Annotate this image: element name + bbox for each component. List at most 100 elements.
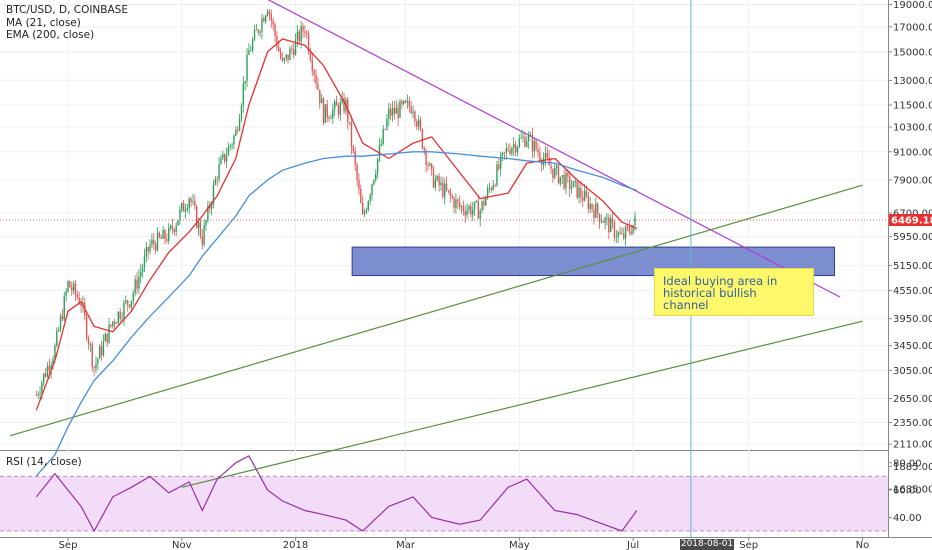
candle-body-122 [263,18,265,22]
price-tick-label-20: 1685.00 [893,485,932,496]
candle-body-262 [524,136,526,147]
candle-body-156 [326,104,328,118]
candle-body-139 [294,39,297,56]
candle-body-300 [595,203,597,218]
time-tick-label-1: Nov [172,540,192,550]
candle-body-40 [110,324,112,326]
candle-body-77 [179,209,181,221]
candle-body-195 [399,101,401,118]
candle-body-30 [91,344,93,367]
ema-legend[interactable]: EMA (200, close) [6,29,95,41]
annotation-box[interactable]: Ideal buying area in historical bullish … [654,268,814,316]
candle-body-214 [434,180,437,188]
rsi-legend[interactable]: RSI (14, close) [6,456,82,468]
candle-body-274 [546,153,549,158]
candle-body-306 [606,217,608,219]
price-pane[interactable] [0,0,888,450]
candle-body-308 [610,218,612,233]
candle-body-83 [190,198,192,203]
candle-body-192 [393,107,396,114]
candle-body-107 [235,130,237,136]
candle-body-256 [513,144,515,149]
ma-legend[interactable]: MA (21, close) [6,17,81,29]
candle-body-100 [222,153,224,159]
candle-body-79 [182,203,185,212]
candle-body-287 [570,187,573,190]
candle-body-90 [203,225,205,245]
candle-body-6 [46,366,49,377]
price-tick-label-12: 4550.00 [893,286,932,297]
candle-body-251 [503,152,506,154]
trendlines[interactable] [10,0,863,488]
candle-body-28 [87,338,90,345]
candle-body-246 [494,185,496,187]
candle-body-186 [382,129,384,144]
candle-body-63 [153,239,155,245]
candle-body-268 [535,140,537,150]
candle-body-71 [168,227,170,241]
candle-body-189 [388,108,390,119]
candle-body-120 [259,31,261,33]
candle-body-135 [287,54,289,60]
rsi-band-fill [0,476,888,531]
candle-body-160 [333,101,336,109]
candle-body-234 [472,209,474,215]
candle-body-281 [559,176,562,184]
candle-body-91 [205,220,207,226]
price-tick-label-11: 5150.00 [893,261,932,272]
candle-body-213 [432,169,435,188]
candle-body-305 [604,217,606,223]
price-axis[interactable]: 22000.0019000.0017000.0015000.0013000.00… [888,0,932,496]
candle-body-44 [117,311,120,324]
rsi-tick-label-1: 60.00 [893,486,922,497]
time-axis[interactable]: Sep Nov 2018 Mar May Jul Sep No [59,537,870,550]
candle-body-178 [367,201,369,211]
candle-body-147 [309,51,312,61]
candle-body-169 [350,122,353,147]
price-tick-label-8: 7900.00 [893,176,932,187]
candle-body-114 [248,50,250,55]
candle-body-174 [360,189,362,204]
rsi-axis[interactable]: 80.00 60.00 40.00 [888,458,922,524]
candle-body-200 [408,100,410,107]
candle-body-307 [608,217,610,233]
candle-body-248 [498,164,500,169]
candle-body-46 [121,318,123,320]
candle-body-236 [475,201,478,202]
candle-body-313 [619,232,621,234]
price-tick-label-19: 1885.00 [893,462,932,473]
candle-body-163 [339,102,341,115]
candle-body-239 [481,201,483,211]
candle-body-76 [177,220,179,226]
candle-body-301 [596,203,599,214]
candle-body-7 [48,366,51,371]
candle-body-106 [233,135,235,145]
trendline-channel-lower [181,320,863,488]
candle-body-304 [602,221,604,223]
candle-body-65 [156,232,159,251]
price-tick-label-5: 11500.00 [893,100,932,111]
candle-body-284 [565,173,567,189]
candle-body-319 [630,231,632,234]
candle-body-168 [348,122,351,123]
candle-body-12 [57,329,60,331]
price-tick-label-3: 15000.00 [893,47,932,58]
candle-body-141 [298,31,300,42]
trendline-descending-resistance [267,0,841,298]
candle-body-138 [292,49,295,56]
candle-body-241 [485,197,487,206]
candle-body-153 [320,98,323,104]
candle-body-170 [352,146,355,152]
candle-body-14 [61,316,64,320]
candle-body-68 [162,230,164,239]
candle-body-15 [63,295,65,320]
symbol-legend[interactable]: BTC/USD, D, COINBASE [6,4,128,16]
candle-body-173 [358,179,360,190]
candle-body-158 [330,118,332,120]
candle-body-116 [251,40,254,51]
candle-body-102 [225,155,228,162]
candle-body-24 [80,303,82,306]
candle-body-282 [561,175,563,177]
candle-body-13 [59,316,62,330]
